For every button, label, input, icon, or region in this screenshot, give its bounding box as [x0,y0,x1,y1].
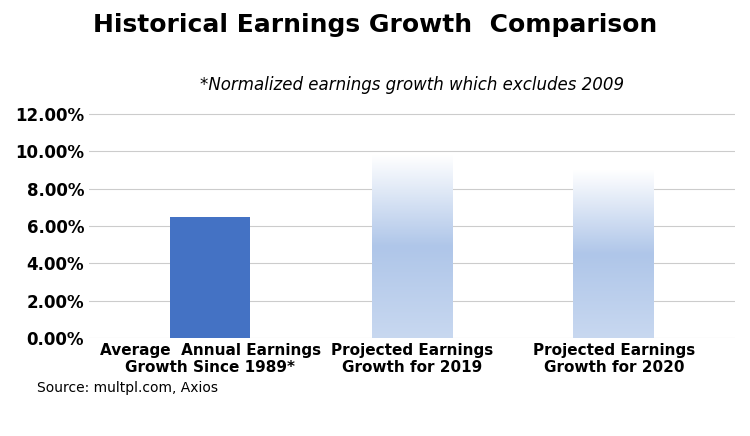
Text: Source: multpl.com, Axios: Source: multpl.com, Axios [38,382,218,395]
Title: *Normalized earnings growth which excludes 2009: *Normalized earnings growth which exclud… [200,76,624,94]
Text: Historical Earnings Growth  Comparison: Historical Earnings Growth Comparison [93,13,657,37]
Bar [170,217,250,338]
